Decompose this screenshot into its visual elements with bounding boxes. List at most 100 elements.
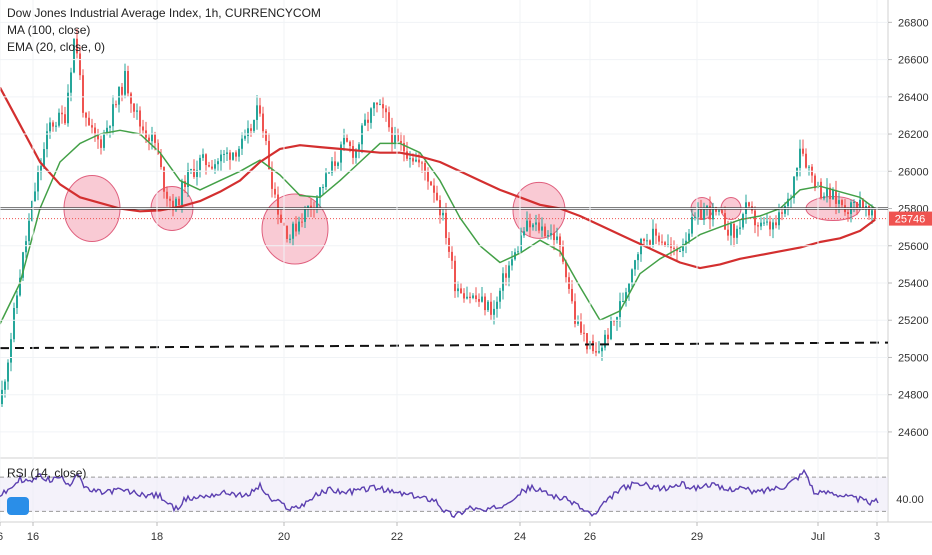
candle-body: [598, 351, 600, 353]
candle-body: [226, 152, 228, 154]
candle-body: [550, 233, 552, 236]
ma-legend[interactable]: MA (100, close): [7, 23, 91, 37]
candle-body: [322, 186, 324, 188]
candle-body: [565, 261, 567, 278]
candle-body: [739, 227, 741, 229]
candle-body: [205, 154, 207, 166]
candle-body: [4, 381, 6, 390]
candle-body: [718, 210, 720, 212]
candle-body: [190, 169, 192, 171]
candle-body: [103, 132, 105, 148]
rsi-pane[interactable]: [0, 468, 888, 519]
candle-body: [832, 190, 834, 200]
candle-body: [769, 221, 771, 230]
candle-body: [409, 158, 411, 160]
candle-body: [730, 223, 732, 236]
ema-line: [0, 129, 876, 325]
price-tick-label: 26400: [898, 92, 929, 104]
candle-body: [151, 134, 153, 142]
tradingview-logo-icon[interactable]: [7, 497, 29, 515]
candle-body: [583, 332, 585, 334]
candle-body: [280, 214, 282, 223]
candle-body: [799, 148, 801, 168]
candle-body: [703, 208, 705, 220]
candle-body: [529, 220, 531, 228]
chart-title: Dow Jones Industrial Average Index, 1h, …: [7, 6, 321, 20]
candle-body: [223, 153, 225, 155]
candle-body: [658, 235, 660, 242]
candle-body: [472, 295, 474, 298]
candle-body: [274, 188, 276, 195]
candle-body: [175, 198, 177, 211]
candle-body: [721, 210, 723, 214]
candle-body: [784, 206, 786, 214]
candle-body: [163, 167, 165, 192]
ma-line: [0, 86, 876, 270]
time-axis[interactable]: 16 18 20 22 24 26 29 Jul 3 6: [0, 0, 880, 543]
candle-body: [652, 228, 654, 245]
candle-body: [355, 149, 357, 158]
rsi-legend[interactable]: RSI (14, close): [7, 466, 87, 480]
candle-body: [592, 340, 594, 352]
candle-body: [766, 221, 768, 223]
candle-body: [505, 273, 507, 278]
candle-body: [664, 242, 666, 246]
candle-body: [334, 161, 336, 166]
candle-body: [499, 290, 501, 302]
candle-body: [76, 38, 78, 54]
candle-body: [463, 293, 465, 299]
ema-legend[interactable]: EMA (20, close, 0): [7, 40, 106, 54]
current-price-tag: 25746: [889, 211, 932, 226]
candle-body: [679, 250, 681, 252]
candle-body: [172, 200, 174, 211]
candle-body: [319, 187, 321, 198]
candle-body: [211, 166, 213, 169]
candle-body: [763, 222, 765, 224]
candle-body: [388, 112, 390, 128]
candle-body: [394, 135, 396, 143]
candle-body: [607, 334, 609, 340]
candle-body: [253, 119, 255, 131]
candle-body: [484, 296, 486, 311]
candle-body: [28, 220, 30, 242]
price-axis[interactable]: 2460024800250002520025400256002580026000…: [0, 17, 929, 439]
candle-body: [262, 113, 264, 132]
candle-body: [697, 208, 699, 217]
candle-body: [328, 172, 330, 174]
candle-body: [232, 152, 234, 160]
candle-body: [847, 212, 849, 215]
candle-body: [31, 201, 33, 221]
candle-body: [157, 142, 159, 155]
candle-body: [631, 269, 633, 284]
candle-body: [412, 158, 414, 162]
candle-body: [661, 241, 663, 243]
candle-body: [202, 154, 204, 158]
candle-body: [181, 181, 183, 206]
candle-body: [637, 254, 639, 261]
candle-body: [40, 165, 42, 173]
price-tick-label: 25200: [898, 315, 929, 327]
candle-body: [358, 144, 360, 150]
candle-body: [805, 153, 807, 168]
candle-body: [460, 288, 462, 294]
candle-body: [562, 246, 564, 262]
candle-body: [400, 140, 402, 144]
candle-body: [139, 110, 141, 127]
candle-body: [364, 119, 366, 126]
candle-body: [616, 317, 618, 322]
candle-body: [640, 238, 642, 255]
candle-body: [469, 296, 471, 298]
candle-body: [340, 144, 342, 163]
candle-body: [691, 217, 693, 234]
rsi-line: [0, 468, 879, 519]
candle-body: [430, 181, 432, 186]
candle-body: [532, 224, 534, 228]
rsi-band-fill: [0, 477, 888, 512]
candle-body: [553, 233, 555, 241]
candle-body: [115, 104, 117, 106]
candle-body: [370, 108, 372, 123]
candle-body: [622, 301, 624, 303]
candle-body: [493, 308, 495, 315]
